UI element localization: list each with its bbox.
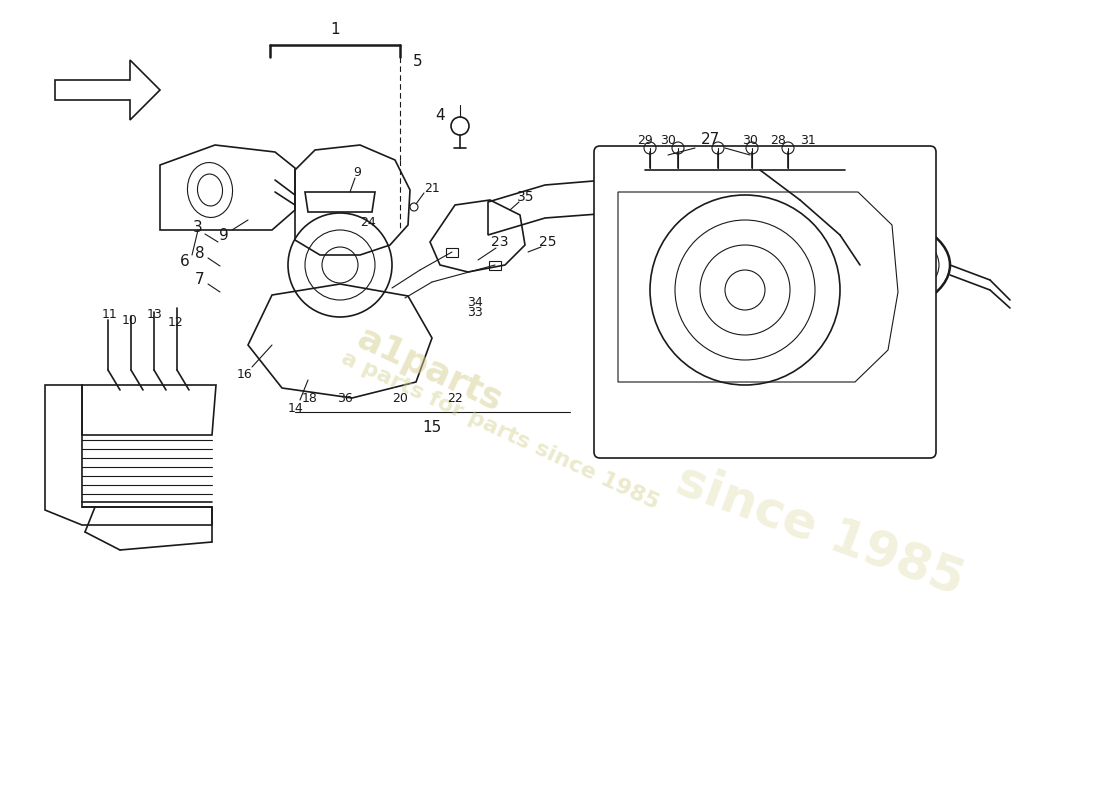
Text: 27: 27	[701, 133, 719, 147]
Text: 11: 11	[102, 307, 118, 321]
Text: since 1985: since 1985	[670, 456, 970, 604]
Bar	[446, 248, 458, 257]
Text: 24: 24	[360, 215, 376, 229]
Text: 4: 4	[436, 107, 444, 122]
Text: 12: 12	[168, 315, 184, 329]
Text: 20: 20	[392, 393, 408, 406]
Text: 10: 10	[122, 314, 138, 326]
FancyBboxPatch shape	[594, 146, 936, 458]
Text: 34: 34	[468, 295, 483, 309]
Text: 23: 23	[492, 235, 508, 249]
Text: 7: 7	[195, 273, 205, 287]
Text: 15: 15	[422, 421, 441, 435]
Text: 28: 28	[770, 134, 785, 146]
Text: 30: 30	[660, 134, 675, 146]
Text: 30: 30	[742, 134, 758, 146]
Text: 14: 14	[288, 402, 304, 414]
Text: 33: 33	[468, 306, 483, 319]
Text: 21: 21	[425, 182, 440, 194]
Text: 16: 16	[238, 367, 253, 381]
Text: 25: 25	[539, 235, 557, 249]
Text: 31: 31	[800, 134, 816, 146]
Text: 13: 13	[147, 307, 163, 321]
Text: 8: 8	[195, 246, 205, 261]
Text: 29: 29	[637, 134, 653, 146]
Text: 9: 9	[353, 166, 361, 178]
Text: 5: 5	[414, 54, 422, 70]
Text: 36: 36	[337, 393, 353, 406]
Text: 6: 6	[180, 254, 190, 270]
Text: 9: 9	[219, 227, 229, 242]
Text: 22: 22	[447, 393, 463, 406]
Bar	[490, 261, 500, 270]
Text: a parts for parts since 1985: a parts for parts since 1985	[338, 347, 662, 513]
Text: 18: 18	[302, 393, 318, 406]
Text: a1parts: a1parts	[352, 322, 508, 418]
Text: 35: 35	[517, 190, 535, 204]
Text: 1: 1	[330, 22, 340, 38]
Text: 3: 3	[194, 221, 202, 235]
